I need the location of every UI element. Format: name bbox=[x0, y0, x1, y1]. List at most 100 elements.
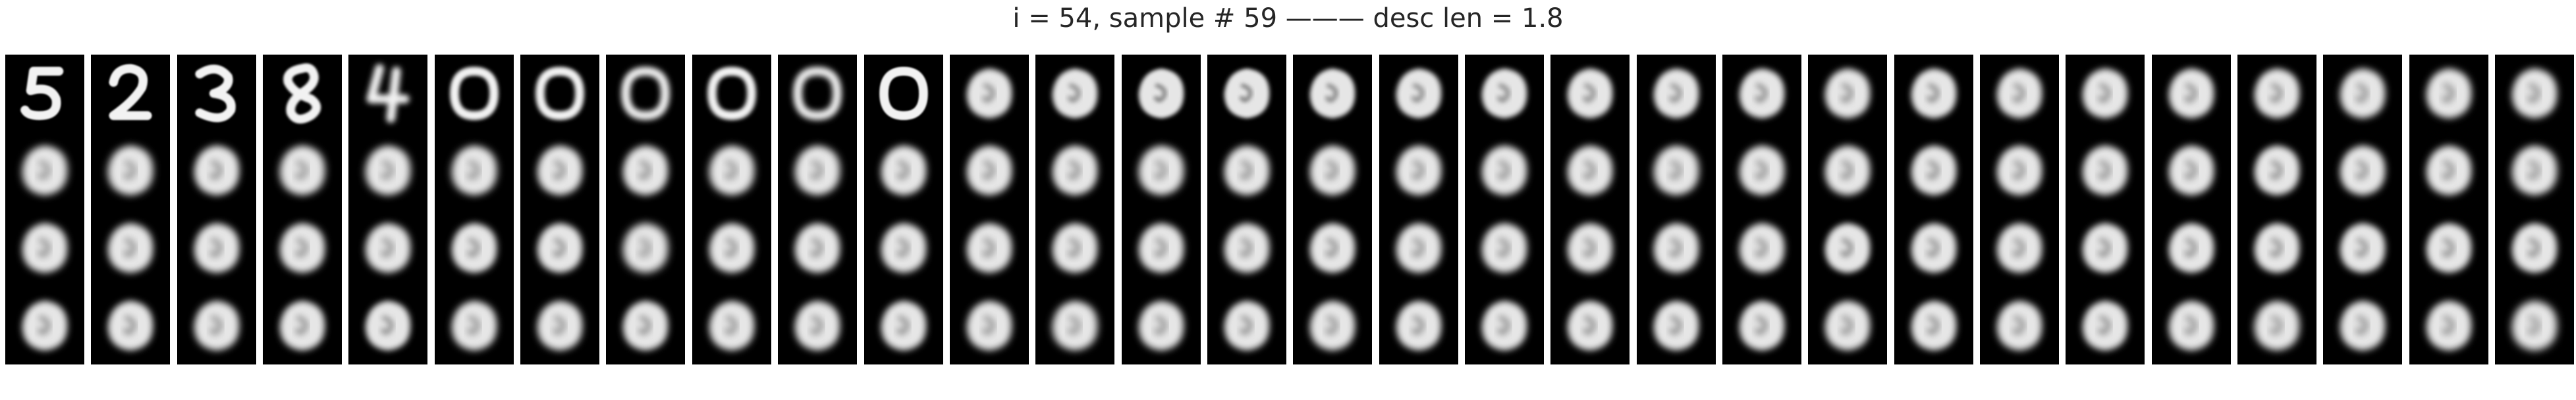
sample-thumbnail bbox=[778, 209, 858, 287]
digit-image bbox=[1293, 132, 1373, 209]
sample-thumbnail bbox=[91, 287, 171, 364]
digit-image bbox=[263, 132, 342, 209]
digit-image bbox=[2409, 287, 2488, 364]
sample-thumbnail bbox=[2323, 209, 2403, 287]
digit-image bbox=[1980, 209, 2059, 287]
digit-image bbox=[1722, 55, 1801, 132]
sample-thumbnail bbox=[5, 209, 84, 287]
sample-thumbnail bbox=[5, 55, 84, 132]
digit-image bbox=[1035, 287, 1115, 364]
sample-thumbnail bbox=[177, 132, 256, 209]
sample-thumbnail bbox=[1035, 209, 1115, 287]
digit-image bbox=[1464, 55, 1544, 132]
sample-thumbnail bbox=[692, 132, 771, 209]
sample-thumbnail bbox=[1207, 132, 1286, 209]
sample-thumbnail bbox=[1207, 55, 1286, 132]
digit-image bbox=[1808, 55, 1888, 132]
digit-image bbox=[1722, 132, 1801, 209]
digit-image bbox=[2237, 287, 2317, 364]
digit-image bbox=[91, 209, 171, 287]
sample-thumbnail bbox=[1550, 287, 1630, 364]
sample-thumbnail bbox=[2066, 287, 2145, 364]
sample-thumbnail bbox=[2409, 132, 2488, 209]
digit-image bbox=[5, 287, 84, 364]
digit-image bbox=[177, 287, 256, 364]
digit-image bbox=[348, 132, 428, 209]
digit-image bbox=[2237, 55, 2317, 132]
sample-thumbnail bbox=[1121, 209, 1201, 287]
digit-image bbox=[5, 132, 84, 209]
digit-image bbox=[1636, 132, 1716, 209]
digit-image bbox=[2495, 209, 2575, 287]
sample-thumbnail bbox=[1207, 287, 1286, 364]
sample-thumbnail bbox=[692, 55, 771, 132]
digit-image bbox=[863, 209, 943, 287]
sample-thumbnail bbox=[2495, 132, 2575, 209]
sample-thumbnail bbox=[1464, 55, 1544, 132]
digit-image bbox=[778, 132, 858, 209]
digit-image bbox=[1722, 287, 1801, 364]
sample-thumbnail bbox=[778, 132, 858, 209]
sample-thumbnail bbox=[2495, 209, 2575, 287]
digit-image bbox=[2323, 55, 2403, 132]
digit-image bbox=[348, 55, 428, 132]
digit-image bbox=[348, 209, 428, 287]
sample-thumbnail bbox=[177, 287, 256, 364]
digit-image bbox=[949, 132, 1029, 209]
sample-thumbnail bbox=[606, 55, 686, 132]
sample-thumbnail bbox=[1808, 55, 1888, 132]
digit-image bbox=[91, 132, 171, 209]
digit-image bbox=[863, 287, 943, 364]
digit-image bbox=[1894, 55, 1973, 132]
digit-image bbox=[1550, 55, 1630, 132]
sample-thumbnail bbox=[263, 132, 342, 209]
sample-thumbnail bbox=[177, 55, 256, 132]
sample-thumbnail bbox=[863, 209, 943, 287]
sample-thumbnail bbox=[2237, 287, 2317, 364]
digit-image bbox=[606, 287, 686, 364]
digit-image bbox=[434, 287, 514, 364]
sample-thumbnail bbox=[91, 209, 171, 287]
digit-image bbox=[434, 55, 514, 132]
digit-image bbox=[692, 55, 771, 132]
sample-thumbnail bbox=[1894, 209, 1973, 287]
digit-image bbox=[2495, 132, 2575, 209]
digit-image bbox=[1464, 209, 1544, 287]
sample-thumbnail bbox=[1636, 55, 1716, 132]
sample-thumbnail bbox=[520, 209, 600, 287]
digit-image bbox=[778, 287, 858, 364]
sample-thumbnail bbox=[1550, 209, 1630, 287]
sample-thumbnail bbox=[2409, 55, 2488, 132]
digit-image bbox=[434, 132, 514, 209]
sample-thumbnail bbox=[1636, 132, 1716, 209]
sample-thumbnail bbox=[2237, 132, 2317, 209]
sample-thumbnail bbox=[1550, 55, 1630, 132]
digit-image bbox=[2323, 132, 2403, 209]
digit-image bbox=[863, 55, 943, 132]
sample-thumbnail bbox=[1722, 209, 1801, 287]
sample-thumbnail bbox=[348, 55, 428, 132]
digit-image bbox=[1550, 287, 1630, 364]
sample-thumbnail bbox=[949, 132, 1029, 209]
digit-image bbox=[2151, 132, 2231, 209]
sample-thumbnail bbox=[1293, 132, 1373, 209]
sample-thumbnail bbox=[1894, 132, 1973, 209]
digit-image bbox=[949, 287, 1029, 364]
sample-thumbnail bbox=[348, 209, 428, 287]
digit-image bbox=[606, 55, 686, 132]
sample-thumbnail bbox=[1379, 55, 1458, 132]
digit-image bbox=[1035, 132, 1115, 209]
sample-thumbnail bbox=[5, 287, 84, 364]
digit-image bbox=[1207, 132, 1286, 209]
sample-thumbnail bbox=[863, 287, 943, 364]
digit-image bbox=[1894, 132, 1973, 209]
digit-image bbox=[2495, 55, 2575, 132]
digit-image bbox=[2066, 287, 2145, 364]
sample-thumbnail bbox=[1464, 209, 1544, 287]
digit-image bbox=[2151, 209, 2231, 287]
sample-thumbnail bbox=[1722, 55, 1801, 132]
digit-image bbox=[2323, 209, 2403, 287]
digit-image bbox=[434, 209, 514, 287]
digit-image bbox=[5, 55, 84, 132]
sample-thumbnail bbox=[177, 209, 256, 287]
